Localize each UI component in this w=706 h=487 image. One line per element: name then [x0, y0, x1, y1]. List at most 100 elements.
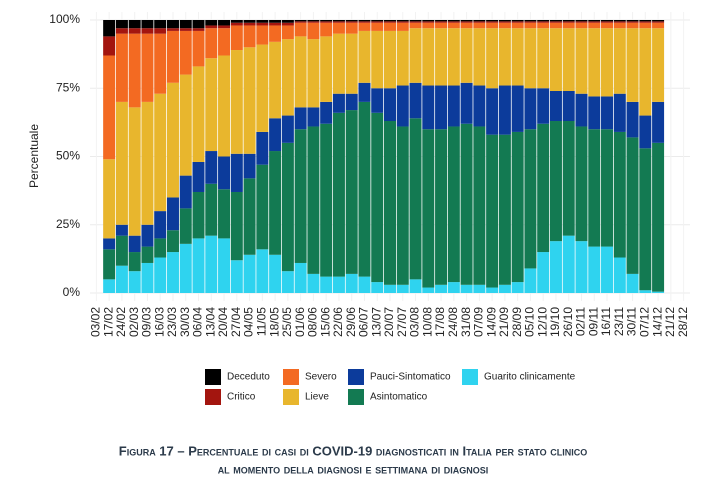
bar-segment: [230, 50, 243, 154]
bar-segment: [179, 74, 192, 176]
bar-segment: [498, 20, 511, 22]
bar-segment: [230, 191, 243, 261]
bar-segment: [639, 20, 652, 22]
bar-segment: [473, 21, 486, 23]
bar-segment: [498, 28, 511, 86]
bar-segment: [269, 118, 282, 152]
legend-label: Lieve: [305, 392, 329, 403]
x-tick-label: 21/12: [663, 307, 677, 337]
bar-segment: [205, 25, 218, 29]
bar-segment: [422, 129, 435, 288]
bar-segment: [358, 21, 371, 23]
bar-segment: [371, 88, 384, 113]
bar-segment: [256, 44, 269, 132]
bar-segment: [128, 33, 141, 108]
bar-segment: [422, 20, 435, 22]
x-tick-label: 20/07: [382, 307, 396, 337]
bar-segment: [575, 21, 588, 23]
bar-segment: [537, 123, 550, 253]
bar-segment: [154, 28, 167, 34]
bar-segment: [588, 21, 601, 23]
bar-segment: [511, 20, 524, 22]
bar-segment: [626, 22, 639, 29]
bar-segment: [460, 123, 473, 285]
bar-segment: [205, 235, 218, 293]
bar-segment: [179, 20, 192, 29]
bar-segment: [307, 22, 320, 40]
x-tick-label: 03/08: [408, 307, 422, 337]
bar-segment: [460, 21, 473, 23]
bar-segment: [332, 112, 345, 277]
bar-segment: [601, 129, 614, 247]
bar-segment: [626, 137, 639, 274]
bar-segment: [179, 243, 192, 293]
bar-segment: [613, 20, 626, 22]
bar-segment: [358, 30, 371, 83]
bar-segment: [243, 20, 256, 23]
bar-segment: [294, 262, 307, 293]
bar-segment: [396, 126, 409, 285]
x-tick-label: 10/08: [420, 307, 434, 337]
x-tick-label: 03/02: [89, 307, 103, 337]
bar-segment: [498, 134, 511, 285]
bar-segment: [103, 238, 116, 250]
bar-segment: [435, 20, 448, 22]
bar-segment: [205, 28, 218, 59]
legend-label: Asintomatico: [370, 392, 428, 403]
bar-segment: [409, 279, 422, 293]
bar-segment: [128, 20, 141, 29]
bar-segment: [320, 101, 333, 124]
bar-segment: [281, 115, 294, 143]
bar-segment: [396, 30, 409, 86]
bar-segment: [396, 85, 409, 127]
bar-segment: [281, 22, 294, 26]
x-tick-label: 21/09: [497, 307, 511, 337]
x-tick-label: 14/09: [484, 307, 498, 337]
bar-segment: [562, 90, 575, 122]
bar-segment: [218, 238, 231, 293]
bar-segment: [345, 22, 358, 34]
bar-segment: [447, 282, 460, 293]
bar-segment: [396, 20, 409, 22]
bar-segment: [537, 252, 550, 293]
x-tick-label: 26/10: [561, 307, 575, 337]
x-tick-label: 07/09: [472, 307, 486, 337]
chart-subtitle: al momento della diagnosi e settimana di…: [218, 461, 489, 476]
bar-segment: [460, 20, 473, 22]
bar-segment: [524, 88, 537, 130]
bar-segment: [613, 21, 626, 23]
bar-segment: [345, 33, 358, 94]
bar-segment: [141, 33, 154, 102]
bar-segment: [115, 28, 128, 34]
bar-segment: [218, 20, 231, 26]
bar-segment: [256, 22, 269, 26]
bar-segment: [332, 20, 345, 22]
bar-segment: [549, 21, 562, 23]
bar-segment: [524, 21, 537, 23]
bar-segment: [562, 22, 575, 29]
bar-segment: [230, 22, 243, 26]
bar-segment: [409, 28, 422, 83]
bar-segment: [562, 20, 575, 22]
x-tick-label: 16/03: [152, 307, 166, 337]
x-tick-label: 23/03: [165, 307, 179, 337]
bar-segment: [128, 28, 141, 34]
legend-label: Deceduto: [227, 372, 270, 383]
bar-segment: [652, 20, 665, 22]
chart-title: Figura 17 – Percentuale di casi di COVID…: [119, 443, 588, 458]
bar-segment: [384, 22, 396, 31]
x-tick-label: 02/03: [127, 307, 141, 337]
bar-segment: [601, 20, 614, 22]
x-tick-label: 12/10: [535, 307, 549, 337]
bar-segment: [128, 271, 141, 293]
bar-segment: [281, 39, 294, 116]
bar-segment: [639, 290, 652, 293]
bar-segment: [256, 25, 269, 45]
bar-segment: [205, 20, 218, 26]
bar-segment: [524, 20, 537, 22]
bar-segment: [511, 22, 524, 29]
bar-segment: [384, 284, 396, 293]
bar-segment: [345, 93, 358, 111]
bar-segment: [549, 241, 562, 293]
bar-segment: [486, 134, 499, 288]
